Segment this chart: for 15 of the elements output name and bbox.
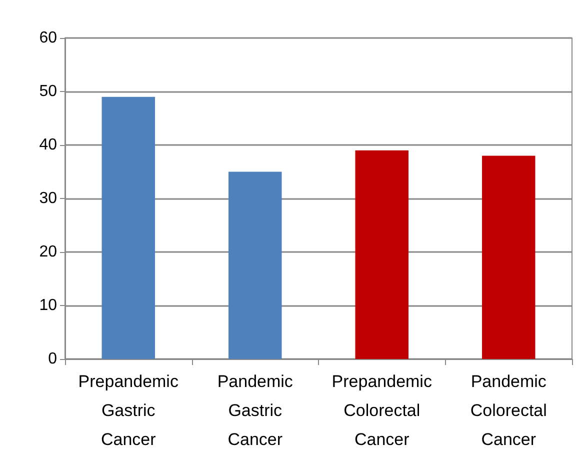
y-tick-label: 20 — [39, 244, 58, 260]
y-tick-label: 10 — [39, 297, 58, 314]
y-tick-label: 40 — [39, 136, 58, 154]
bar — [102, 96, 155, 359]
x-tick-label: Pandemic Colorectal Cancer — [470, 372, 547, 449]
y-tick-label: 30 — [39, 190, 58, 207]
bar — [355, 150, 408, 359]
bar — [228, 172, 282, 359]
y-tick-label: 60 — [39, 30, 58, 46]
x-tick-label: Prepandemic Gastric Cancer — [78, 372, 179, 449]
bar — [482, 156, 536, 359]
y-tick-label: 50 — [39, 83, 58, 100]
y-tick-label: 0 — [48, 350, 58, 368]
x-tick-label: Pandemic Gastric Cancer — [217, 372, 294, 449]
x-tick-label: Prepandemic Colorectal Cancer — [332, 372, 432, 449]
